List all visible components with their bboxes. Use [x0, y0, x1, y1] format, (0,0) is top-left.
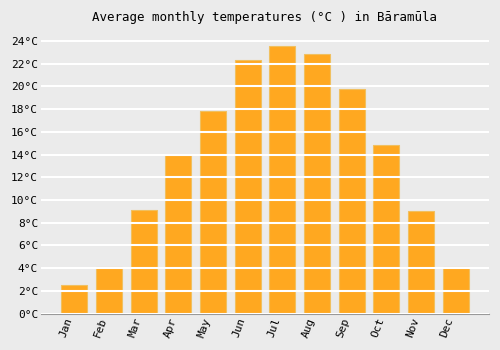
- Bar: [130, 210, 156, 314]
- Bar: [373, 145, 399, 314]
- Bar: [234, 60, 260, 314]
- Bar: [304, 55, 330, 314]
- Title: Average monthly temperatures (°C ) in Bāramūla: Average monthly temperatures (°C ) in Bā…: [92, 11, 438, 24]
- Bar: [442, 267, 468, 314]
- Bar: [338, 89, 364, 314]
- Bar: [96, 267, 122, 314]
- Bar: [200, 111, 226, 314]
- Bar: [62, 285, 87, 314]
- Bar: [165, 154, 191, 314]
- Bar: [269, 47, 295, 314]
- Bar: [408, 211, 434, 314]
